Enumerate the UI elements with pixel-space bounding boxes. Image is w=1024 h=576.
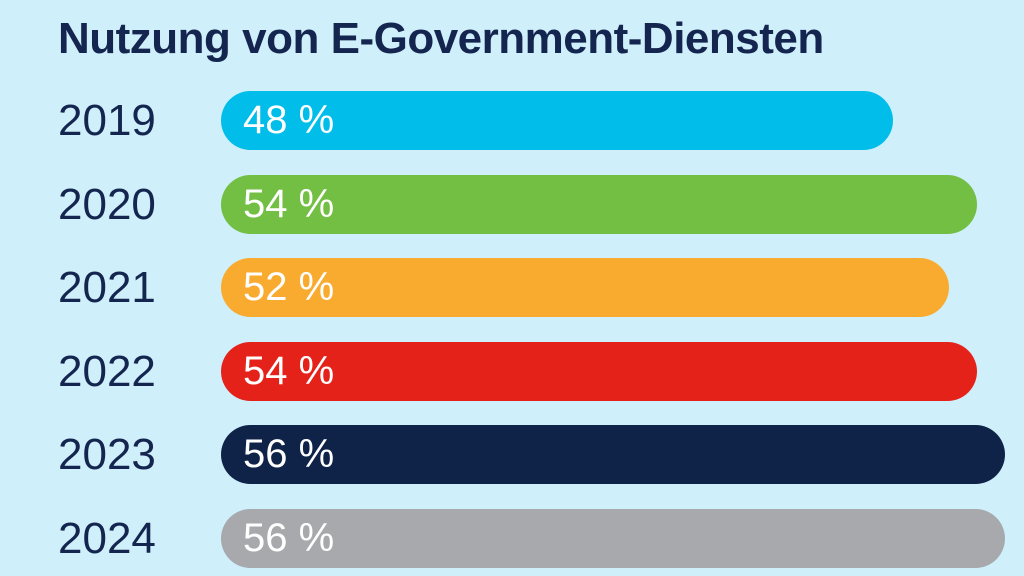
- bar-value-label-2023: 56 %: [243, 432, 335, 476]
- bar-2019: [221, 91, 893, 150]
- category-label-2019: 2019: [58, 96, 156, 145]
- bar-value-label-2020: 54 %: [243, 182, 335, 226]
- bar-value-label-2022: 54 %: [243, 349, 335, 393]
- bar-2020: [221, 175, 977, 234]
- category-label-2022: 2022: [58, 347, 156, 396]
- bar-2022: [221, 342, 977, 401]
- category-label-2021: 2021: [58, 263, 156, 312]
- category-label-2020: 2020: [58, 180, 156, 229]
- category-label-2024: 2024: [58, 514, 156, 563]
- chart-title: Nutzung von E-Government-Diensten: [58, 14, 824, 63]
- bar-value-label-2019: 48 %: [243, 98, 335, 142]
- bar-2023: [221, 425, 1005, 484]
- bar-value-label-2024: 56 %: [243, 516, 335, 560]
- bar-2024: [221, 509, 1005, 568]
- bar-value-label-2021: 52 %: [243, 265, 335, 309]
- bar-2021: [221, 258, 949, 317]
- category-label-2023: 2023: [58, 430, 156, 479]
